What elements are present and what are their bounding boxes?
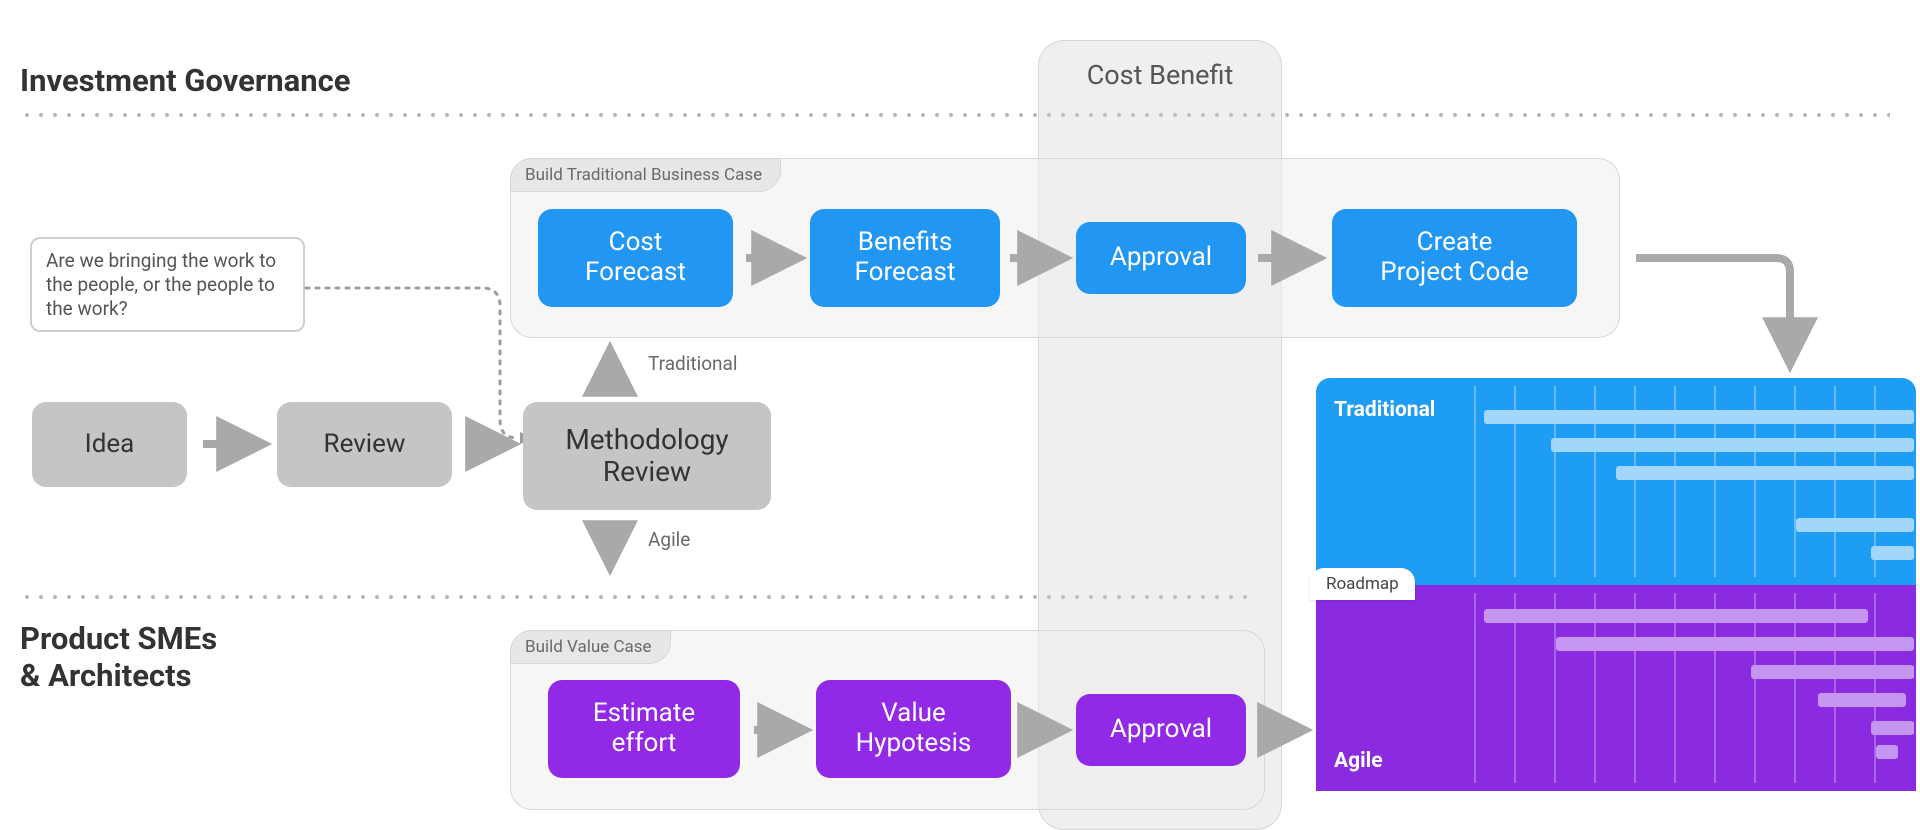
diagram-stage: Investment Governance Product SMEs & Arc… (0, 0, 1920, 791)
roadmap-tag: Roadmap (1310, 568, 1415, 600)
roadmap-half-traditional: Traditional (1316, 378, 1916, 585)
roadmap-half-agile: Agile (1316, 585, 1916, 791)
roadmap-panel: Traditional Agile Roadmap (1316, 378, 1916, 791)
roadmap-label-traditional: Traditional (1334, 398, 1435, 422)
roadmap-label-agile: Agile (1334, 749, 1383, 773)
